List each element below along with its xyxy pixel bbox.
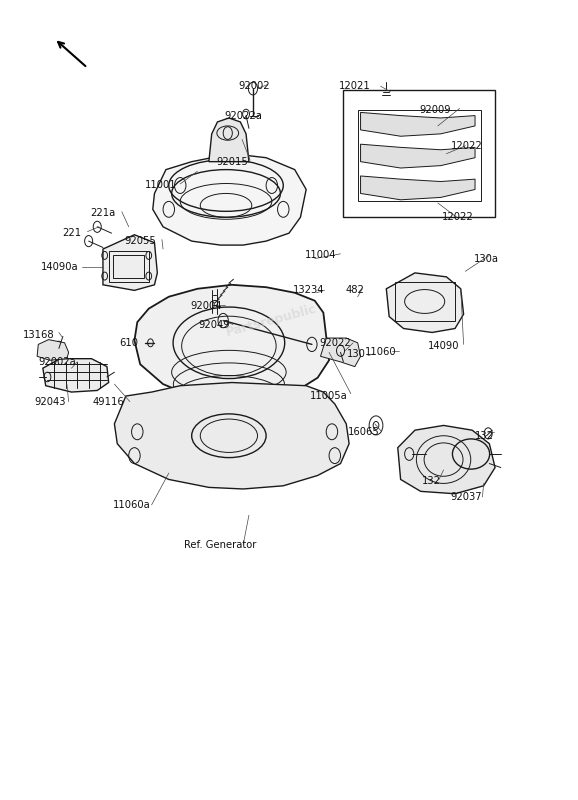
Polygon shape <box>361 144 475 168</box>
Text: Partsrepublic: Partsrepublic <box>225 302 318 339</box>
Text: 92037: 92037 <box>451 492 482 502</box>
Text: 221a: 221a <box>90 208 116 218</box>
Polygon shape <box>361 113 475 136</box>
Text: 49116: 49116 <box>93 397 124 406</box>
Text: 92004: 92004 <box>190 302 222 311</box>
Text: 132: 132 <box>475 430 494 441</box>
Text: 221: 221 <box>62 228 81 238</box>
Text: 16065: 16065 <box>347 426 379 437</box>
Bar <box>395 282 455 321</box>
Text: 11004: 11004 <box>305 250 336 261</box>
Text: 92002a: 92002a <box>38 357 76 367</box>
Polygon shape <box>153 154 306 245</box>
Polygon shape <box>386 273 464 333</box>
Text: 482: 482 <box>346 286 364 295</box>
Polygon shape <box>398 426 495 494</box>
Text: 92043: 92043 <box>34 397 65 406</box>
Polygon shape <box>209 118 249 162</box>
Text: 12022: 12022 <box>451 141 482 150</box>
Polygon shape <box>43 358 109 392</box>
Text: 130a: 130a <box>474 254 499 263</box>
Text: 92022a: 92022a <box>224 110 262 121</box>
Text: 13234: 13234 <box>293 286 325 295</box>
Text: 12022: 12022 <box>442 212 474 222</box>
Bar <box>343 90 495 218</box>
Text: 92015: 92015 <box>216 157 247 166</box>
Bar <box>358 110 481 202</box>
Polygon shape <box>114 382 349 489</box>
Text: Ref. Generator: Ref. Generator <box>184 539 257 550</box>
Polygon shape <box>361 176 475 200</box>
Text: 11001: 11001 <box>144 181 176 190</box>
Polygon shape <box>135 285 329 402</box>
Text: 92055: 92055 <box>124 236 156 246</box>
Polygon shape <box>37 340 69 360</box>
Text: 13168: 13168 <box>23 330 54 340</box>
Text: 130: 130 <box>347 349 366 359</box>
Polygon shape <box>320 338 361 366</box>
Text: 14090a: 14090a <box>41 262 79 271</box>
Text: 132: 132 <box>421 476 440 486</box>
Polygon shape <box>103 234 157 290</box>
Text: 14090: 14090 <box>428 341 460 351</box>
Text: 92002: 92002 <box>239 81 271 91</box>
Text: 11060a: 11060a <box>113 500 150 510</box>
Bar <box>113 255 144 278</box>
Text: 11060: 11060 <box>365 347 397 358</box>
Text: 92049: 92049 <box>199 319 231 330</box>
Text: 92009: 92009 <box>419 105 451 115</box>
Bar <box>109 250 149 282</box>
Text: 12021: 12021 <box>339 81 370 91</box>
Text: 610: 610 <box>119 338 138 348</box>
Text: 11005a: 11005a <box>310 391 348 401</box>
Text: 92022: 92022 <box>319 338 351 348</box>
